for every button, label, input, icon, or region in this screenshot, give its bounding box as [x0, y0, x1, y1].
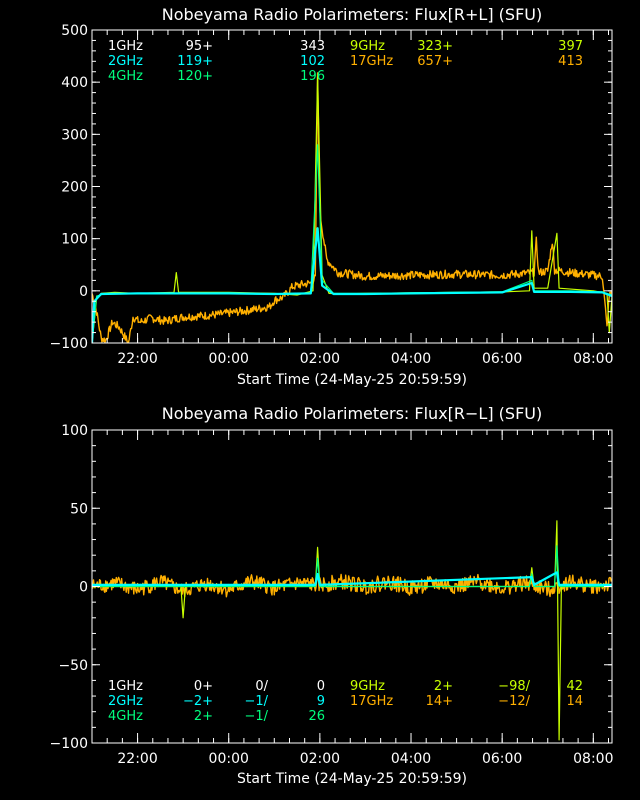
y-tick-label: −100	[50, 336, 88, 352]
series-line-2ghz	[92, 227, 612, 343]
x-tick-label: 06:00	[482, 751, 522, 767]
legend-band-9ghz: 9GHz	[350, 679, 385, 694]
x-tick-label: 06:00	[482, 351, 522, 367]
legend-value-a: 2+	[194, 709, 213, 724]
legend-band-2ghz: 2GHz	[108, 694, 143, 709]
legend-value-a: −2+	[183, 694, 213, 709]
legend-value-b: −12/	[498, 694, 530, 709]
legend-value-c: 9	[317, 694, 325, 709]
series-group	[92, 520, 612, 741]
legend-band-17ghz: 17GHz	[350, 54, 393, 69]
legend-value-c: 42	[566, 679, 583, 694]
legend-value-c: 26	[308, 709, 325, 724]
series-line-17ghz	[92, 72, 612, 343]
y-tick-label: 100	[61, 232, 88, 248]
legend-value-c: 196	[300, 69, 325, 84]
x-tick-label: 04:00	[391, 351, 431, 367]
legend-band-2ghz: 2GHz	[108, 54, 143, 69]
x-tick-label: 00:00	[209, 751, 249, 767]
legend-value-b: −1/	[244, 694, 268, 709]
x-axis-label: Start Time (24-May-25 20:59:59)	[237, 771, 467, 787]
legend-value-c: 413	[558, 54, 583, 69]
x-tick-label: 22:00	[117, 751, 157, 767]
x-tick-label: 02:00	[300, 751, 340, 767]
y-tick-label: 50	[70, 501, 88, 517]
y-tick-label: 0	[79, 580, 88, 596]
legend-value-c: 102	[300, 54, 325, 69]
series-line-2ghz	[92, 571, 612, 586]
legend-band-17ghz: 17GHz	[350, 694, 393, 709]
legend-band-9ghz: 9GHz	[350, 39, 385, 54]
legend-value-c: 397	[558, 39, 583, 54]
legend-value-a: 657+	[417, 54, 453, 69]
legend-value-a: 120+	[177, 69, 213, 84]
x-tick-label: 04:00	[391, 751, 431, 767]
series-line-4ghz	[92, 545, 612, 588]
x-tick-label: 00:00	[209, 351, 249, 367]
y-tick-label: 200	[61, 180, 88, 196]
y-tick-label: 300	[61, 127, 88, 143]
y-tick-label: 0	[79, 284, 88, 300]
chart-title: Nobeyama Radio Polarimeters: Flux[R−L] (…	[162, 404, 542, 423]
legend-band-1ghz: 1GHz	[108, 39, 143, 54]
chart-title: Nobeyama Radio Polarimeters: Flux[R+L] (…	[162, 5, 542, 24]
y-tick-label: −100	[50, 736, 88, 752]
x-tick-label: 08:00	[573, 351, 613, 367]
legend-band-4ghz: 4GHz	[108, 709, 143, 724]
legend-value-c: 343	[300, 39, 325, 54]
x-tick-label: 02:00	[300, 351, 340, 367]
legend-value-a: 14+	[426, 694, 453, 709]
legend-value-b: −98/	[498, 679, 530, 694]
legend-value-a: 323+	[417, 39, 453, 54]
legend-value-c: 0	[317, 679, 325, 694]
y-tick-label: −50	[58, 658, 88, 674]
plot-frame	[91, 29, 613, 344]
legend-value-c: 14	[566, 694, 583, 709]
legend-value-b: −1/	[244, 709, 268, 724]
series-line-17ghz	[92, 573, 612, 598]
series-line-4ghz	[92, 144, 612, 343]
legend-value-a: 0+	[194, 679, 213, 694]
x-tick-label: 22:00	[117, 351, 157, 367]
y-tick-label: 400	[61, 75, 88, 91]
x-axis-label: Start Time (24-May-25 20:59:59)	[237, 372, 467, 388]
legend-value-b: 0/	[255, 679, 268, 694]
series-line-9ghz	[92, 76, 612, 343]
y-tick-label: 100	[61, 423, 88, 439]
legend-value-a: 119+	[177, 54, 213, 69]
legend-band-4ghz: 4GHz	[108, 69, 143, 84]
legend-value-a: 95+	[186, 39, 213, 54]
legend-band-1ghz: 1GHz	[108, 679, 143, 694]
legend-value-a: 2+	[434, 679, 453, 694]
y-tick-label: 500	[61, 23, 88, 39]
series-group	[92, 72, 612, 343]
x-tick-label: 08:00	[573, 751, 613, 767]
